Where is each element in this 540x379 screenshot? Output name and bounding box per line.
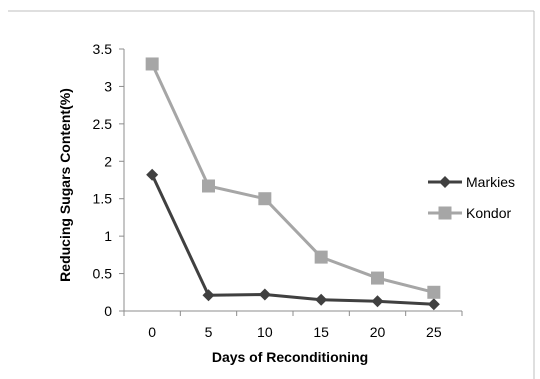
series-line-kondor [150, 63, 435, 294]
y-tick-label: 0 [104, 303, 112, 319]
data-point-markies [315, 293, 328, 306]
legend-item-markies: Markies [428, 174, 515, 190]
legend-label: Kondor [466, 205, 511, 221]
x-tick-labels: 0 5 10 15 20 25 [148, 324, 442, 340]
x-tick-label: 10 [257, 324, 273, 340]
data-point-kondor [202, 179, 215, 193]
data-point-markies [146, 168, 159, 181]
y-tick-label: 0.5 [93, 266, 113, 282]
x-tick-label: 15 [313, 324, 329, 340]
y-tick-label: 3 [104, 78, 112, 94]
x-tick-label: 20 [370, 324, 386, 340]
data-point-kondor [258, 192, 272, 206]
x-tick-label: 5 [205, 324, 213, 340]
legend: Markies Kondor [428, 174, 515, 221]
data-point-kondor [314, 250, 328, 264]
data-point-kondor [371, 271, 384, 285]
y-tick-label: 1.5 [93, 191, 113, 207]
x-axis-title: Days of Reconditioning [212, 349, 368, 365]
y-tick-label: 2 [104, 153, 112, 169]
legend-swatch-marker [438, 206, 452, 220]
y-axis-title: Reducing Sugars Content(%) [57, 88, 73, 282]
legend-label: Markies [466, 174, 515, 190]
x-tick-label: 25 [426, 324, 442, 340]
data-point-markies [258, 288, 271, 301]
data-point-markies [371, 295, 384, 308]
y-tick-label: 2.5 [93, 116, 113, 132]
data-point-markies [427, 298, 440, 311]
legend-swatch-marker [439, 176, 451, 188]
data-point-kondor [427, 285, 441, 299]
y-tick-labels: 0 0.5 1 1.5 2 2.5 3 3.5 [93, 41, 113, 319]
series-layer [145, 57, 441, 311]
data-point-kondor [145, 57, 159, 71]
series-line-markies [150, 174, 434, 306]
legend-item-kondor: Kondor [428, 205, 511, 221]
axes [119, 48, 463, 316]
series-kondor [145, 57, 441, 299]
series-markies [146, 168, 440, 311]
data-point-markies [202, 289, 215, 302]
y-tick-label: 3.5 [93, 41, 113, 57]
x-tick-label: 0 [148, 324, 156, 340]
y-tick-label: 1 [104, 228, 112, 244]
